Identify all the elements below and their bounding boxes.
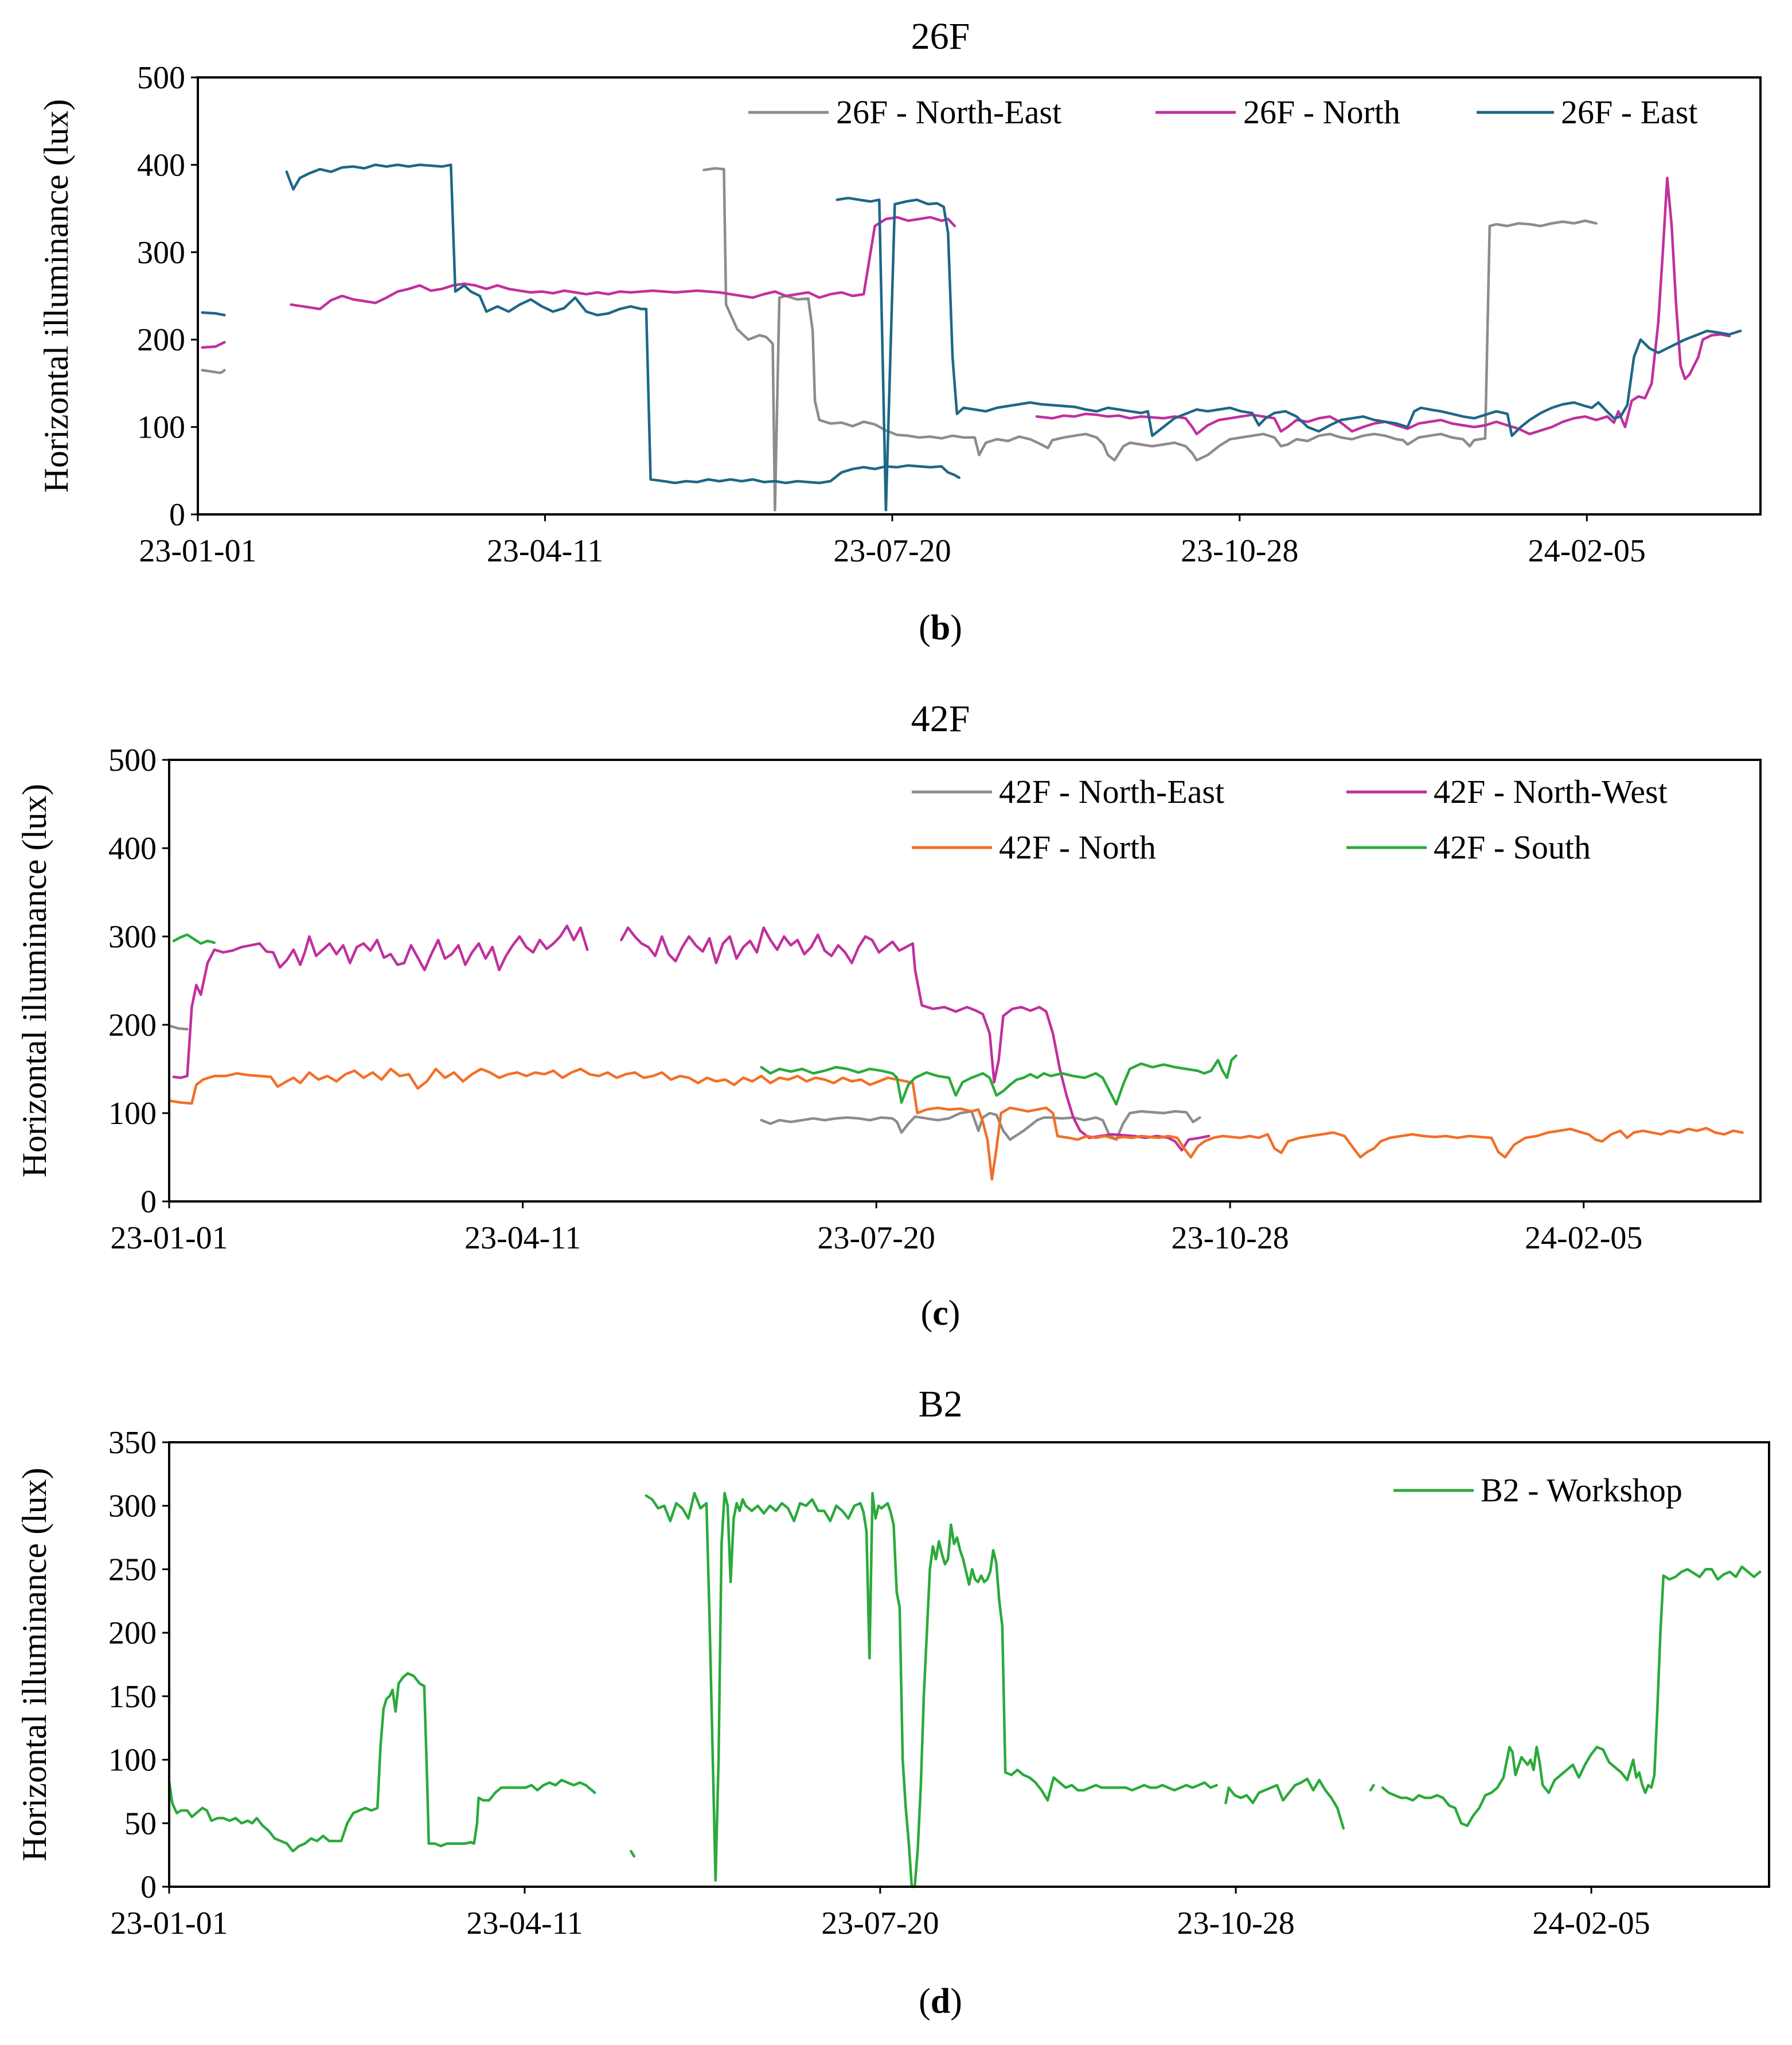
y-tick-label: 300 bbox=[108, 919, 157, 955]
caption-part: ) bbox=[950, 608, 962, 647]
y-tick-label: 200 bbox=[137, 322, 185, 358]
y-tick-label: 500 bbox=[108, 743, 157, 778]
x-tick-label: 24-02-05 bbox=[1528, 533, 1646, 569]
legend-label-b2-workshop: B2 - Workshop bbox=[1481, 1472, 1682, 1509]
x-tick-label: 23-04-11 bbox=[466, 1906, 583, 1941]
x-tick-label: 23-07-20 bbox=[821, 1906, 939, 1941]
x-tick-label: 23-04-11 bbox=[487, 533, 603, 569]
y-tick-label: 300 bbox=[108, 1489, 157, 1524]
y-tick-label: 400 bbox=[137, 147, 185, 183]
series-group bbox=[169, 924, 1744, 1181]
series-line-42f-north bbox=[169, 1067, 1744, 1181]
y-axis-label: Horizontal illuminance (lux) bbox=[15, 784, 53, 1177]
x-tick-label: 23-07-20 bbox=[833, 533, 951, 569]
x-tick-label: 23-10-28 bbox=[1171, 1220, 1289, 1256]
series-line-42f-north-west bbox=[172, 924, 1211, 1152]
series-line-26f-north bbox=[201, 177, 1731, 436]
y-axis-label: Horizontal illuminance (lux) bbox=[15, 1468, 53, 1861]
x-tick-label: 23-04-11 bbox=[464, 1220, 581, 1256]
legend-label-26f-east: 26F - East bbox=[1561, 93, 1697, 131]
x-tick-label: 23-01-01 bbox=[139, 533, 256, 569]
legend-label-42f-north: 42F - North bbox=[999, 829, 1156, 866]
plot-frame bbox=[168, 1441, 1770, 1888]
y-tick-label: 200 bbox=[108, 1008, 157, 1043]
caption-part: c bbox=[932, 1294, 948, 1333]
series-line-42f-north-east bbox=[169, 1024, 1201, 1141]
legend-label-26f-north-east: 26F - North-East bbox=[836, 93, 1061, 131]
legend-label-42f-north-west: 42F - North-West bbox=[1434, 773, 1668, 810]
panel-caption: (d) bbox=[919, 1982, 962, 2021]
x-tick-label: 23-07-20 bbox=[818, 1220, 935, 1256]
caption-part: ( bbox=[919, 608, 931, 647]
chart-title: 42F bbox=[911, 698, 970, 740]
panel-caption: (b) bbox=[919, 608, 962, 647]
x-tick-label: 23-10-28 bbox=[1177, 1906, 1294, 1941]
y-tick-label: 0 bbox=[140, 1184, 157, 1220]
legend-label-26f-north: 26F - North bbox=[1243, 93, 1400, 131]
x-tick-label: 23-01-01 bbox=[110, 1906, 228, 1941]
y-tick-label: 100 bbox=[137, 410, 185, 446]
caption-part: ) bbox=[948, 1294, 961, 1333]
y-tick-label: 250 bbox=[108, 1552, 157, 1587]
legend-label-42f-north-east: 42F - North-East bbox=[999, 773, 1224, 810]
panel-caption: (c) bbox=[921, 1294, 961, 1333]
series-line-26f-east bbox=[201, 163, 1742, 512]
series-group bbox=[201, 163, 1742, 512]
y-tick-label: 100 bbox=[108, 1096, 157, 1131]
chart-panel-b2: B2 0 50 100 150 200 250 300 350 23-01-01 23-04-11 2… bbox=[15, 1383, 1770, 2021]
y-tick-label: 150 bbox=[108, 1679, 157, 1715]
caption-part: ) bbox=[950, 1982, 962, 2021]
legend-label-42f-south: 42F - South bbox=[1434, 829, 1591, 866]
y-tick-label: 300 bbox=[137, 235, 185, 271]
series-group bbox=[169, 1492, 1762, 1888]
chart-panel-26f: 26F 0 100 200 300 400 500 23-01-01 23-04-11 23-07… bbox=[37, 15, 1762, 647]
chart-title: 26F bbox=[911, 15, 970, 57]
plot-frame bbox=[168, 759, 1762, 1203]
y-tick-label: 0 bbox=[140, 1870, 157, 1905]
caption-part: b bbox=[931, 608, 950, 647]
y-tick-label: 50 bbox=[124, 1806, 157, 1841]
caption-part: ( bbox=[921, 1294, 933, 1333]
chart-panel-42f: 42F 0 100 200 300 400 500 23-01-01 23-04-11 23-07… bbox=[15, 698, 1762, 1333]
x-tick-label: 23-10-28 bbox=[1181, 533, 1298, 569]
series-line-42f-south bbox=[172, 933, 1237, 1106]
caption-part: d bbox=[931, 1982, 950, 2021]
y-tick-label: 350 bbox=[108, 1425, 157, 1461]
x-tick-label: 23-01-01 bbox=[110, 1220, 228, 1256]
y-tick-label: 500 bbox=[137, 60, 185, 96]
chart-title: B2 bbox=[918, 1383, 962, 1425]
series-line-26f-north-east bbox=[201, 167, 1598, 512]
plot-frame bbox=[197, 76, 1762, 516]
caption-part: ( bbox=[919, 1982, 931, 2021]
y-tick-label: 100 bbox=[108, 1743, 157, 1778]
y-axis-label: Horizontal illuminance (lux) bbox=[37, 99, 75, 493]
y-tick-label: 0 bbox=[169, 497, 185, 533]
x-tick-label: 24-02-05 bbox=[1525, 1220, 1642, 1256]
x-tick-label: 24-02-05 bbox=[1532, 1906, 1650, 1941]
series-line-b2-workshop bbox=[169, 1492, 1762, 1888]
y-tick-label: 200 bbox=[108, 1615, 157, 1651]
y-tick-label: 400 bbox=[108, 831, 157, 867]
